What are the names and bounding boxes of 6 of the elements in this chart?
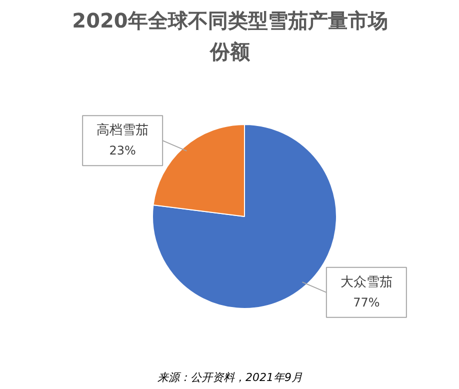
slice-label: 大众雪茄	[340, 274, 392, 290]
slice-label: 高档雪茄	[96, 122, 149, 138]
source-note: 来源：公开资料，2021年9月	[158, 371, 303, 384]
data-label: 77%	[353, 295, 380, 310]
chart-title: 2020年全球不同类型雪茄产量市场份额	[72, 8, 388, 64]
data-label: 23%	[109, 144, 136, 158]
